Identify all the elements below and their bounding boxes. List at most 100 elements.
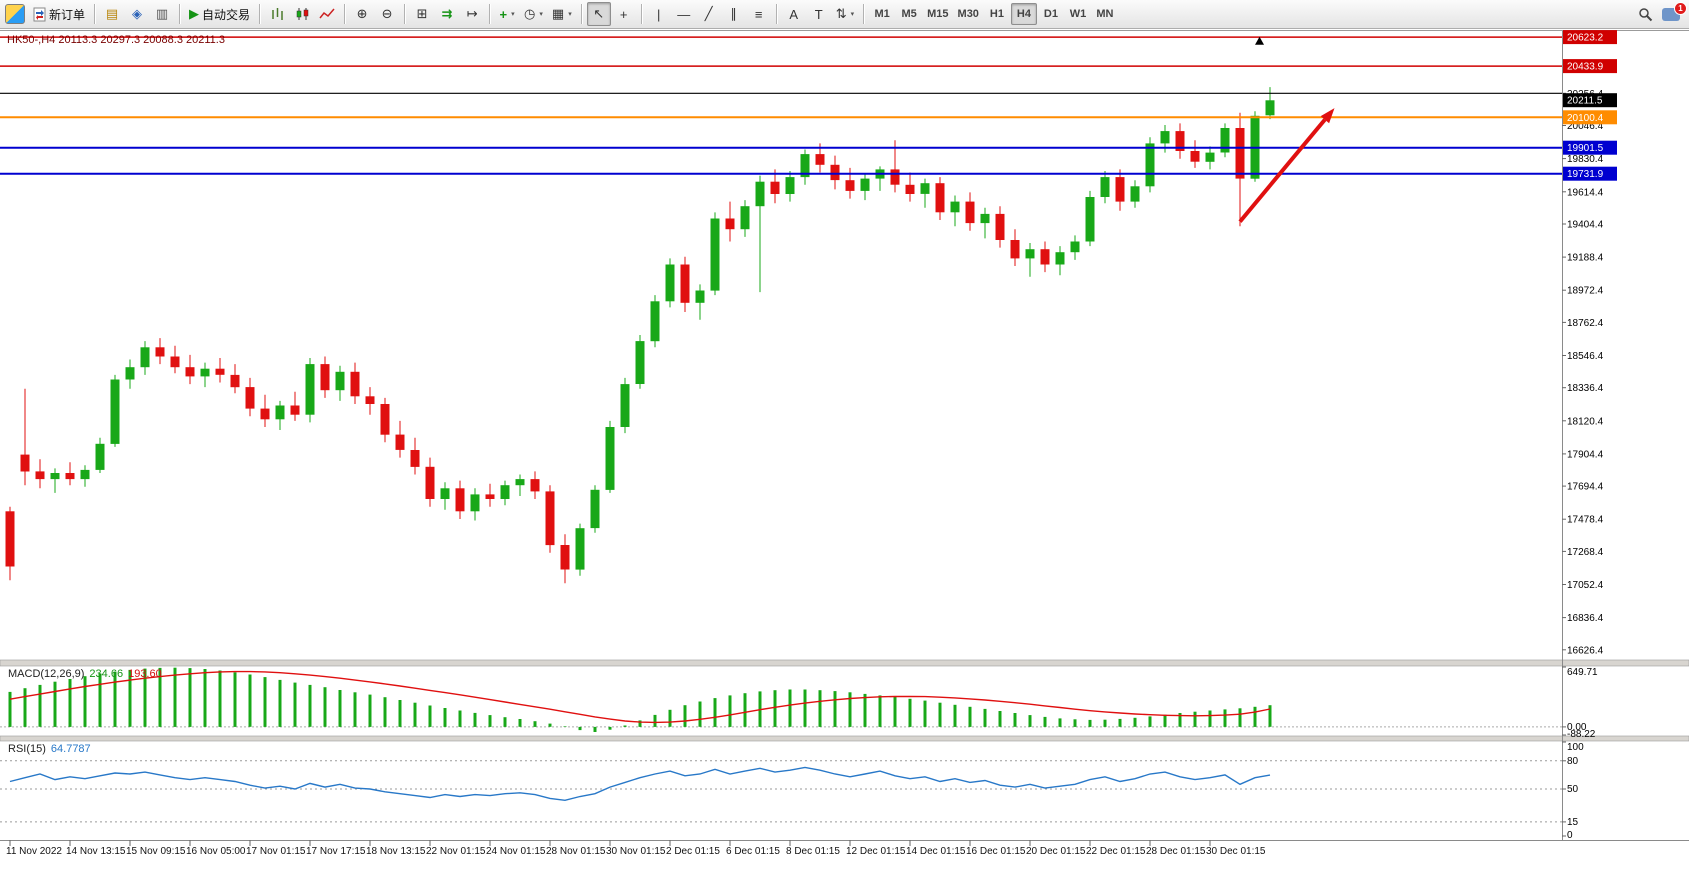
zoom-in-button[interactable]: ⊕ (350, 2, 374, 26)
autotrading-button[interactable]: ▶ 自动交易 (185, 2, 254, 26)
timeframe-button-h1[interactable]: H1 (989, 8, 1004, 20)
svg-text:11 Nov 2022: 11 Nov 2022 (6, 846, 62, 857)
svg-text:22 Dec 01:15: 22 Dec 01:15 (1086, 846, 1146, 857)
trendline-icon: ╱ (704, 6, 713, 21)
svg-text:15 Nov 09:15: 15 Nov 09:15 (126, 846, 186, 857)
svg-text:100: 100 (1567, 742, 1584, 753)
templates-button[interactable]: ▦ ▾ (548, 2, 576, 26)
timeframe-button-h4[interactable]: H4 (1010, 3, 1037, 25)
svg-text:17 Nov 17:15: 17 Nov 17:15 (306, 846, 366, 857)
fibonacci-button[interactable]: ≡ (747, 2, 771, 26)
text-tool-icon: A (789, 6, 799, 22)
svg-text:17904.4: 17904.4 (1567, 449, 1604, 460)
navigator-button[interactable]: ◈ (125, 2, 149, 26)
auto-scroll-button[interactable]: ⇉ (435, 2, 459, 26)
candlestick-chart-icon (296, 8, 308, 20)
svg-text:12 Dec 01:15: 12 Dec 01:15 (846, 846, 906, 857)
svg-text:19830.4: 19830.4 (1567, 154, 1604, 165)
candlestick-chart-button[interactable] (290, 2, 314, 26)
new-order-button[interactable]: 新订单 (29, 2, 89, 26)
timeframe-button-group: M1 M5 M15 M30 H1 H4 D1 W1 MN (869, 3, 1118, 25)
svg-text:20100.4: 20100.4 (1567, 113, 1604, 124)
timeframe-button-m1[interactable]: M1 (874, 8, 890, 20)
bar-chart-button[interactable] (265, 2, 289, 26)
periods-button[interactable]: ◷ ▾ (520, 2, 547, 26)
arrows-tool-button[interactable]: ⇅ ▾ (832, 2, 858, 26)
terminal-button[interactable]: ▥ (150, 2, 174, 26)
trendline-button[interactable]: ╱ (697, 2, 721, 26)
search-button[interactable] (1633, 2, 1657, 26)
zoom-in-icon: ⊕ (356, 6, 368, 21)
svg-text:16 Nov 05:00: 16 Nov 05:00 (186, 846, 246, 857)
text-tool-button[interactable]: A (782, 2, 806, 26)
timeframe-button-m5[interactable]: M5 (901, 8, 917, 20)
svg-text:14 Dec 01:15: 14 Dec 01:15 (906, 846, 966, 857)
line-chart-button[interactable] (315, 2, 339, 26)
svg-text:30 Nov 01:15: 30 Nov 01:15 (606, 846, 666, 857)
timeframe-button-m30[interactable]: M30 (957, 8, 979, 20)
arrows-tool-icon: ⇅ (835, 6, 847, 21)
bar-chart-icon (271, 8, 283, 20)
svg-text:30 Dec 01:15: 30 Dec 01:15 (1206, 846, 1266, 857)
chevron-down-icon: ▾ (568, 11, 572, 18)
svg-text:15: 15 (1567, 817, 1579, 828)
svg-text:17052.4: 17052.4 (1567, 580, 1604, 591)
chart-canvas[interactable]: 20256.420046.419830.419614.419404.419188… (0, 30, 1689, 865)
market-watch-button[interactable]: ▤ (100, 2, 124, 26)
svg-text:16836.4: 16836.4 (1567, 613, 1604, 624)
svg-text:19188.4: 19188.4 (1567, 253, 1604, 264)
svg-text:0.00: 0.00 (1567, 722, 1587, 733)
template-icon: ▦ (551, 6, 565, 21)
new-order-label: 新订单 (49, 7, 86, 22)
toolbar-separator (404, 4, 406, 24)
navigator-icon: ◈ (132, 6, 143, 21)
indicators-icon: + (499, 6, 508, 22)
svg-text:14 Nov 13:15: 14 Nov 13:15 (66, 846, 126, 857)
timeframe-button-d1[interactable]: D1 (1043, 8, 1058, 20)
svg-text:16626.4: 16626.4 (1567, 645, 1604, 656)
svg-text:20046.4: 20046.4 (1567, 121, 1604, 132)
zoom-out-icon: ⊖ (381, 6, 393, 21)
toolbar-separator (580, 4, 582, 24)
svg-text:17 Nov 01:15: 17 Nov 01:15 (246, 846, 306, 857)
app-icon (5, 4, 25, 24)
indicators-button[interactable]: + ▾ (495, 2, 519, 26)
svg-text:2 Dec 01:15: 2 Dec 01:15 (666, 846, 720, 857)
cursor-icon: ↖ (593, 6, 605, 21)
svg-text:0: 0 (1567, 830, 1573, 841)
chart-shift-icon: ↦ (466, 6, 478, 21)
svg-text:20211.5: 20211.5 (1567, 96, 1603, 107)
timeframe-button-w1[interactable]: W1 (1069, 8, 1087, 20)
svg-text:17268.4: 17268.4 (1567, 547, 1604, 558)
svg-text:18 Nov 13:15: 18 Nov 13:15 (366, 846, 426, 857)
text-label-button[interactable]: T (807, 2, 831, 26)
svg-text:20 Dec 01:15: 20 Dec 01:15 (1026, 846, 1086, 857)
vertical-line-button[interactable]: | (647, 2, 671, 26)
svg-text:20433.9: 20433.9 (1567, 62, 1604, 73)
zoom-out-button[interactable]: ⊖ (375, 2, 399, 26)
toolbar-separator (489, 4, 491, 24)
timeframe-button-m15[interactable]: M15 (927, 8, 949, 20)
channel-button[interactable]: ∥ (722, 2, 746, 26)
horizontal-line-button[interactable]: — (672, 2, 696, 26)
svg-text:22 Nov 01:15: 22 Nov 01:15 (426, 846, 486, 857)
toolbar-separator (775, 4, 777, 24)
market-watch-icon: ▤ (105, 6, 119, 21)
crosshair-button[interactable]: + (612, 2, 636, 26)
chevron-down-icon: ▾ (511, 11, 515, 18)
svg-text:18120.4: 18120.4 (1567, 416, 1604, 427)
svg-text:24 Nov 01:15: 24 Nov 01:15 (486, 846, 546, 857)
svg-text:17478.4: 17478.4 (1567, 515, 1604, 526)
chevron-down-icon: ▾ (850, 11, 855, 18)
svg-text:8 Dec 01:15: 8 Dec 01:15 (786, 846, 840, 857)
timeframe-button-mn[interactable]: MN (1096, 8, 1114, 20)
toolbar-separator (179, 4, 181, 24)
toolbar-separator (863, 4, 865, 24)
svg-text:649.71: 649.71 (1567, 667, 1598, 678)
notifications-button[interactable]: 1 (1658, 1, 1687, 26)
tile-windows-button[interactable]: ⊞ (410, 2, 434, 26)
chart-shift-button[interactable]: ↦ (460, 2, 484, 26)
cursor-button[interactable]: ↖ (586, 2, 611, 26)
svg-text:6 Dec 01:15: 6 Dec 01:15 (726, 846, 780, 857)
svg-text:28 Dec 01:15: 28 Dec 01:15 (1146, 846, 1206, 857)
